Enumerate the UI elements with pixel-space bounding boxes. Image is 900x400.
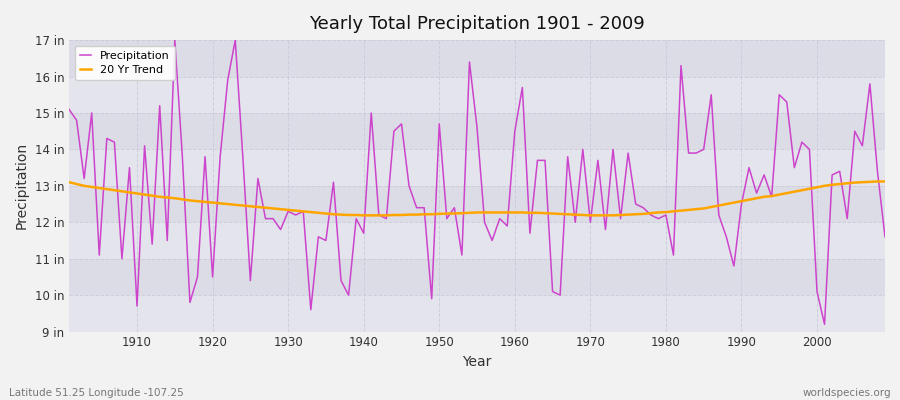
Bar — [69, 40, 885, 76]
Text: Latitude 51.25 Longitude -107.25: Latitude 51.25 Longitude -107.25 — [9, 388, 184, 398]
Legend: Precipitation, 20 Yr Trend: Precipitation, 20 Yr Trend — [75, 46, 176, 80]
20 Yr Trend — [608, 213, 618, 218]
Bar — [69, 186, 885, 222]
Precipitation — [124, 165, 135, 170]
Bar — [69, 150, 885, 186]
Bar — [69, 259, 885, 295]
Precipitation — [343, 293, 354, 298]
20 Yr Trend — [336, 212, 346, 217]
X-axis label: Year: Year — [463, 355, 491, 369]
20 Yr Trend — [509, 210, 520, 215]
Bar — [69, 295, 885, 332]
Precipitation — [64, 107, 75, 112]
Precipitation — [879, 234, 890, 239]
20 Yr Trend — [358, 213, 369, 218]
20 Yr Trend — [879, 179, 890, 184]
Precipitation — [608, 147, 618, 152]
Precipitation — [509, 129, 520, 134]
20 Yr Trend — [291, 208, 302, 213]
Bar — [69, 113, 885, 150]
Precipitation — [298, 209, 309, 214]
Title: Yearly Total Precipitation 1901 - 2009: Yearly Total Precipitation 1901 - 2009 — [309, 15, 645, 33]
Text: worldspecies.org: worldspecies.org — [803, 388, 891, 398]
20 Yr Trend — [64, 180, 75, 185]
Y-axis label: Precipitation: Precipitation — [15, 142, 29, 230]
Precipitation — [819, 322, 830, 327]
20 Yr Trend — [517, 210, 527, 215]
Line: Precipitation: Precipitation — [69, 40, 885, 324]
Line: 20 Yr Trend: 20 Yr Trend — [69, 182, 885, 215]
Bar — [69, 76, 885, 113]
20 Yr Trend — [872, 179, 883, 184]
20 Yr Trend — [124, 190, 135, 195]
Precipitation — [169, 38, 180, 42]
Bar — [69, 222, 885, 259]
Precipitation — [517, 85, 527, 90]
